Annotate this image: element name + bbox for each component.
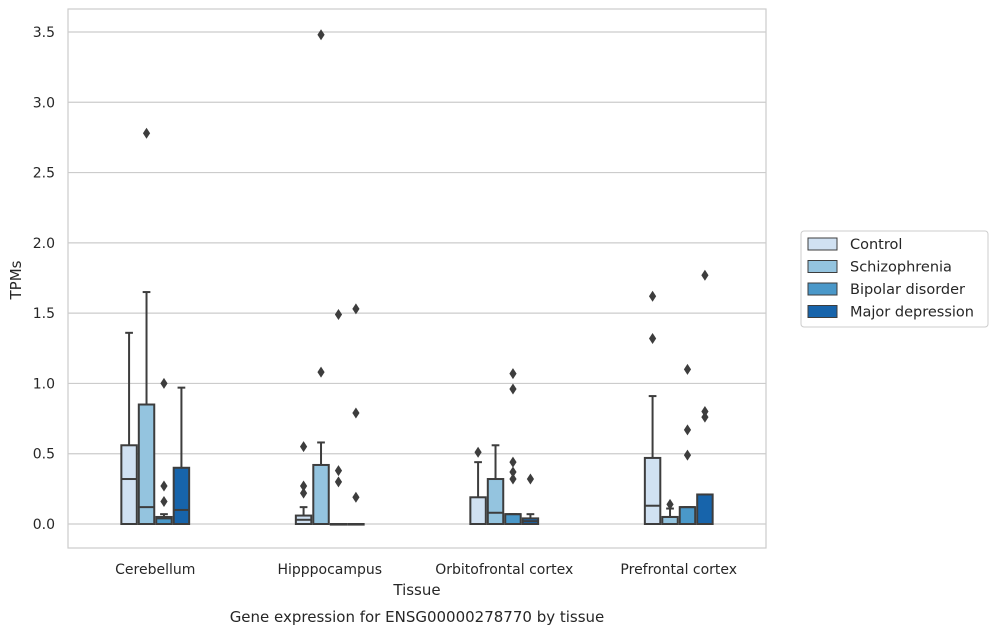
box-body — [137, 403, 156, 525]
y-tick-label: 3.5 — [33, 25, 55, 41]
box-body — [172, 466, 191, 525]
legend-items: Control Schizophrenia Bipolar disorder Majo… — [807, 237, 974, 321]
box-control — [643, 290, 662, 525]
legend-swatch — [807, 282, 838, 296]
outlier-point — [160, 480, 168, 492]
x-tick-label: Prefrontal cortex — [620, 562, 737, 578]
outlier-point — [352, 303, 360, 315]
box-major-depression — [696, 269, 714, 526]
y-tick-label: 2.0 — [33, 236, 55, 252]
outlier-point — [334, 465, 343, 477]
box-body — [678, 506, 697, 526]
outlier-point — [142, 127, 151, 139]
y-tick-label: 0.0 — [33, 517, 55, 533]
outlier-point — [509, 456, 517, 468]
box-control — [469, 446, 487, 526]
legend-label: Major depression — [850, 305, 974, 321]
y-tick-label: 1.0 — [33, 376, 55, 392]
box-schizophrenia — [661, 498, 679, 526]
outlier-point — [352, 407, 360, 419]
box-body — [312, 463, 330, 525]
outlier-point — [701, 406, 709, 418]
y-axis-tick-labels: 0.0 0.5 1.0 1.5 2.0 2.5 3.0 3.5 — [33, 25, 55, 533]
outlier-point — [648, 290, 657, 302]
box-bipolar-disorder — [329, 309, 348, 526]
box-control — [294, 441, 313, 526]
outlier-point — [299, 480, 308, 492]
outlier-point — [509, 383, 517, 395]
y-tick-label: 0.5 — [33, 447, 55, 463]
y-axis-title: TPMs — [7, 260, 25, 300]
outlier-point — [509, 466, 517, 478]
box-schizophrenia — [137, 127, 156, 525]
outlier-point — [299, 487, 308, 499]
outlier-point — [683, 449, 692, 461]
box-body — [661, 515, 679, 526]
plot-area-frame — [67, 8, 767, 549]
box-schizophrenia — [486, 444, 505, 526]
box-bipolar-disorder — [155, 377, 173, 526]
legend-swatch — [807, 305, 838, 318]
legend-item: Schizophrenia — [807, 260, 952, 276]
box-body — [155, 515, 173, 526]
outlier-point — [701, 411, 709, 423]
outlier-point — [334, 309, 343, 321]
legend-item: Bipolar disorder — [807, 282, 965, 298]
legend-item: Control — [807, 237, 902, 253]
outlier-point — [509, 473, 517, 485]
outlier-point — [526, 473, 535, 485]
outlier-point — [317, 366, 325, 378]
legend-label: Schizophrenia — [850, 260, 952, 276]
outlier-point — [334, 476, 343, 488]
outlier-point — [701, 269, 709, 281]
outlier-point — [299, 441, 308, 453]
box-schizophrenia — [312, 29, 330, 525]
box-body — [504, 513, 522, 525]
box-major-depression — [521, 473, 540, 525]
box-major-depression — [347, 303, 365, 526]
outlier-point — [317, 29, 325, 41]
box-series-layer — [120, 29, 714, 526]
x-tick-label: Orbitofrontal cortex — [435, 562, 573, 578]
box-body — [696, 493, 714, 526]
x-axis-title: Tissue — [392, 581, 440, 599]
legend-label: Bipolar disorder — [850, 282, 965, 298]
x-axis-tick-labels: Cerebellum Hipppocampus Orbitofrontal cort… — [115, 562, 737, 578]
x-tick-label: Cerebellum — [115, 562, 195, 578]
grid-lines — [68, 31, 766, 525]
box-body — [120, 444, 138, 525]
legend: Control Schizophrenia Bipolar disorder Majo… — [800, 230, 989, 328]
legend-swatch — [807, 260, 838, 273]
box-control — [120, 331, 138, 525]
legend-frame — [800, 230, 989, 328]
box-bipolar-disorder — [504, 368, 522, 525]
box-body — [486, 478, 505, 526]
y-tick-label: 2.5 — [33, 166, 55, 182]
outlier-point — [352, 491, 360, 503]
box-bipolar-disorder — [678, 363, 697, 526]
legend-label: Control — [850, 237, 902, 253]
y-tick-label: 3.0 — [33, 95, 55, 111]
outlier-point — [683, 363, 692, 375]
outlier-point — [474, 446, 482, 458]
outlier-point — [160, 496, 168, 508]
legend-swatch — [807, 237, 838, 251]
y-tick-label: 1.5 — [33, 306, 55, 322]
x-tick-label: Hipppocampus — [277, 562, 382, 578]
chart-caption: Gene expression for ENSG00000278770 by t… — [230, 608, 605, 626]
outlier-point — [683, 424, 692, 436]
outlier-point — [509, 368, 517, 380]
box-body — [469, 496, 487, 526]
outlier-point — [648, 332, 657, 344]
box-body — [643, 456, 662, 525]
box-major-depression — [172, 386, 191, 525]
legend-item: Major depression — [807, 305, 974, 321]
outlier-point — [666, 498, 674, 510]
outlier-point — [160, 377, 168, 389]
